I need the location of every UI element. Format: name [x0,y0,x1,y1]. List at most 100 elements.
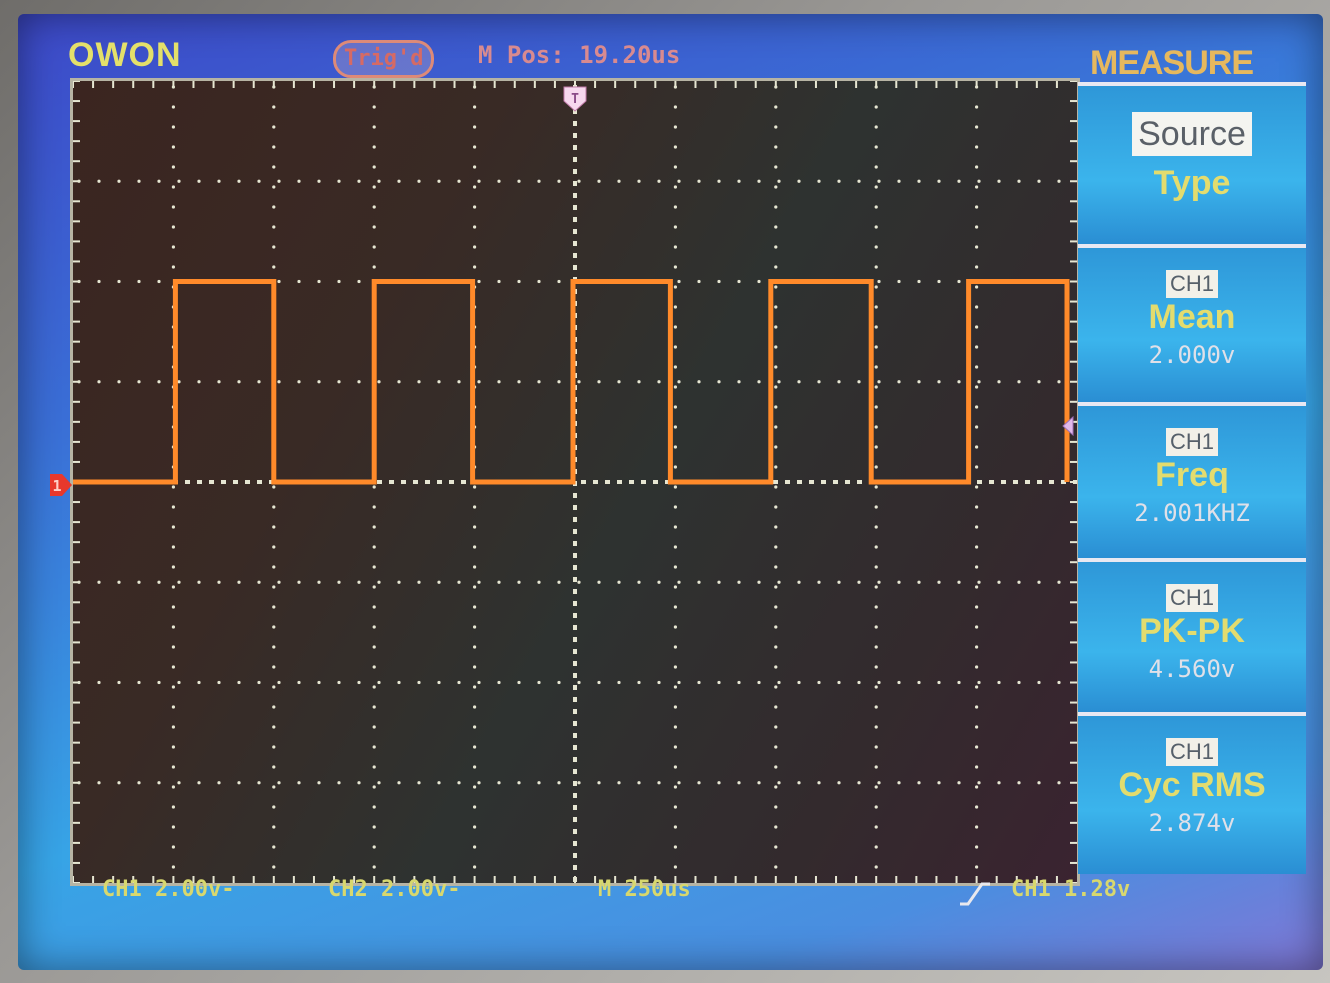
grid-dot [737,581,740,584]
border-tick [73,341,80,343]
grid-dot [477,681,480,684]
border-tick [152,81,154,88]
grid-dot [172,705,175,708]
ch1-ground-marker: 1 [48,472,74,498]
grid-dot [272,225,275,228]
grid-dot [473,805,476,808]
grid-dot [317,380,320,383]
grid-dot [317,781,320,784]
grid-dot [377,581,380,584]
grid-dot [97,180,100,183]
measurement-slot-2[interactable]: CH1 Freq 2.001KHZ [1078,402,1306,558]
trigger-marker-label: T [571,92,579,107]
grid-dot [677,681,680,684]
grid-dot [877,681,880,684]
grid-dot [677,581,680,584]
source-button[interactable]: Source [1132,112,1252,156]
grid-dot [657,581,660,584]
measurement-slot-1[interactable]: CH1 Mean 2.000v [1078,244,1306,402]
grid-dot [774,625,777,628]
grid-dot [377,681,380,684]
grid-dot [975,305,978,308]
grid-dot [774,405,777,408]
grid-dot [417,180,420,183]
center-axis-tick [573,265,577,270]
border-tick [634,81,636,88]
border-tick [73,120,80,122]
grid-dot [977,380,980,383]
grid-dot [157,581,160,584]
measurement-slot-3[interactable]: CH1 PK-PK 4.560v [1078,558,1306,712]
slot-4-channel: CH1 [1166,738,1218,766]
grid-dot [577,581,580,584]
grid-dot [1057,180,1060,183]
grid-dot [473,605,476,608]
center-axis-tick [629,480,634,484]
type-button[interactable]: Type [1078,164,1306,203]
grid-dot [875,665,878,668]
grid-dot [197,380,200,383]
grid-dot [737,280,740,283]
grid-dot [172,725,175,728]
menu-source-type-cell[interactable]: Source Type [1078,82,1306,244]
center-axis-tick [573,205,577,210]
center-axis-tick [573,745,577,750]
slot-3-value: 4.560v [1078,655,1306,683]
center-axis-tick [573,781,577,786]
border-tick [1070,762,1077,764]
grid-dot [357,380,360,383]
border-tick [273,876,275,883]
border-tick [534,876,536,883]
measurement-slot-4[interactable]: CH1 Cyc RMS 2.874v [1078,712,1306,874]
grid-dot [517,380,520,383]
grid-dot [172,665,175,668]
grid-dot [272,485,275,488]
grid-dot [337,581,340,584]
border-tick [554,81,556,88]
grid-dot [377,781,380,784]
grid-dot [217,581,220,584]
border-tick [73,301,80,303]
border-tick [112,81,114,88]
border-tick [73,842,80,844]
grid-dot [317,581,320,584]
border-tick [1016,81,1018,88]
grid-dot [172,765,175,768]
grid-dot [837,380,840,383]
grid-dot [875,305,878,308]
grid-dot [677,380,680,383]
center-axis-tick [221,480,226,484]
grid-dot [757,581,760,584]
grid-dot [473,745,476,748]
grid-dot [774,225,777,228]
border-tick [594,81,596,88]
grid-dot [537,681,540,684]
border-tick [474,876,476,883]
grid-dot [137,280,140,283]
border-tick [1070,682,1077,684]
grid-dot [373,505,376,508]
center-axis-tick [573,865,577,870]
grid-dot [975,205,978,208]
grid-dot [975,865,978,868]
border-tick [92,81,94,88]
grid-dot [117,180,120,183]
grid-dot [857,380,860,383]
grid-dot [875,825,878,828]
grid-dot [177,180,180,183]
grid-dot [774,365,777,368]
center-axis-tick [573,145,577,150]
center-axis-tick [573,625,577,630]
grid-dot [337,180,340,183]
trigger-position-marker: T [564,87,586,111]
oscilloscope-screen: OWON Trig'd M Pos: 19.20us MEASURE T 1 [18,14,1323,970]
grid-dot [172,505,175,508]
grid-dot [373,525,376,528]
grid-dot [975,285,978,288]
grid-dot [297,180,300,183]
grid-dot [875,385,878,388]
grid-dot [657,380,660,383]
grid-dot [272,565,275,568]
grid-dot [697,280,700,283]
grid-dot [977,180,980,183]
